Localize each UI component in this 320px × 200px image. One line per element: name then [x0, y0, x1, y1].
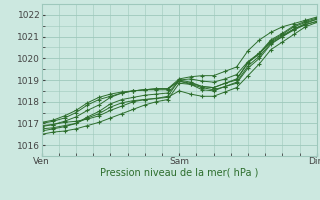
X-axis label: Pression niveau de la mer( hPa ): Pression niveau de la mer( hPa )	[100, 168, 258, 178]
